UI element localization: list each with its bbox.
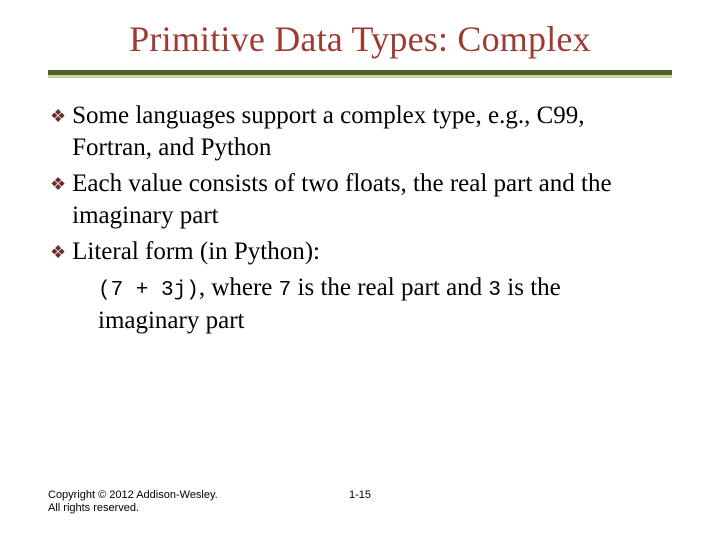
list-item: ❖ Literal form (in Python): <box>50 236 664 268</box>
slide: Primitive Data Types: Complex ❖ Some lan… <box>0 0 720 540</box>
sub-line: (7 + 3j), where 7 is the real part and 3… <box>98 272 664 337</box>
page-number: 1-15 <box>349 489 371 501</box>
page-title: Primitive Data Types: Complex <box>48 18 672 60</box>
diamond-bullet-icon: ❖ <box>50 175 66 193</box>
bullet-text: Some languages support a complex type, e… <box>72 100 664 164</box>
bullet-text: Each value consists of two floats, the r… <box>72 168 664 232</box>
code-literal: (7 + 3j) <box>98 279 199 302</box>
footer: Copyright © 2012 Addison-Wesley. All rig… <box>48 489 672 517</box>
list-item: ❖ Each value consists of two floats, the… <box>50 168 664 232</box>
list-item: ❖ Some languages support a complex type,… <box>50 100 664 164</box>
diamond-bullet-icon: ❖ <box>50 243 66 261</box>
diamond-bullet-icon: ❖ <box>50 107 66 125</box>
copyright-text: Copyright © 2012 Addison-Wesley. All rig… <box>48 489 218 517</box>
code-real: 7 <box>279 279 292 302</box>
bullet-text: Literal form (in Python): <box>72 236 320 268</box>
title-divider <box>48 70 672 78</box>
sub-text: is the real part and <box>291 274 488 301</box>
code-imag: 3 <box>488 279 501 302</box>
sub-text: , where <box>199 274 279 301</box>
divider-light <box>48 75 672 78</box>
bullet-list: ❖ Some languages support a complex type,… <box>48 100 672 337</box>
